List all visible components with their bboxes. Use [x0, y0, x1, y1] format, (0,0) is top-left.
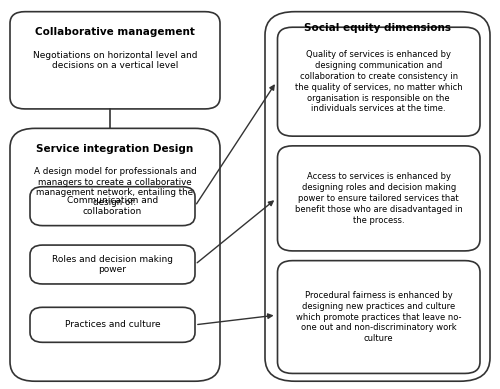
FancyBboxPatch shape [278, 261, 480, 373]
Text: culture: culture [364, 334, 394, 343]
Text: Negotiations on horizontal level and
decisions on a vertical level: Negotiations on horizontal level and dec… [32, 51, 197, 70]
Text: Practices and culture: Practices and culture [64, 320, 160, 329]
Text: Roles and decision making
power: Roles and decision making power [52, 255, 173, 274]
FancyBboxPatch shape [10, 128, 220, 381]
FancyBboxPatch shape [10, 12, 220, 109]
Text: power to ensure tailored services that: power to ensure tailored services that [298, 194, 459, 203]
Text: designing new practices and culture: designing new practices and culture [302, 301, 456, 311]
FancyBboxPatch shape [265, 12, 490, 381]
Text: designing communication and: designing communication and [315, 61, 442, 70]
Text: which promote practices that leave no-: which promote practices that leave no- [296, 312, 462, 322]
Text: collaboration to create consistency in: collaboration to create consistency in [300, 72, 458, 81]
FancyBboxPatch shape [278, 146, 480, 251]
Text: benefit those who are disadvantaged in: benefit those who are disadvantaged in [295, 205, 462, 214]
Text: Access to services is enhanced by: Access to services is enhanced by [307, 172, 451, 181]
Text: the quality of services, no matter which: the quality of services, no matter which [295, 82, 462, 92]
FancyBboxPatch shape [278, 27, 480, 136]
Text: organisation is responsible on the: organisation is responsible on the [308, 93, 450, 103]
Text: individuals services at the time.: individuals services at the time. [312, 104, 446, 114]
Text: A design model for professionals and
managers to create a collaborative
manageme: A design model for professionals and man… [34, 167, 196, 207]
FancyBboxPatch shape [30, 187, 195, 226]
Text: Collaborative management: Collaborative management [35, 27, 195, 37]
FancyBboxPatch shape [30, 245, 195, 284]
Text: Communication and
collaboration: Communication and collaboration [67, 196, 158, 216]
Text: the process.: the process. [353, 216, 405, 225]
Text: Social equity dimensions: Social equity dimensions [304, 23, 451, 33]
Text: designing roles and decision making: designing roles and decision making [302, 183, 456, 192]
Text: Service integration Design: Service integration Design [36, 144, 194, 154]
Text: Procedural fairness is enhanced by: Procedural fairness is enhanced by [305, 291, 452, 300]
Text: Quality of services is enhanced by: Quality of services is enhanced by [306, 50, 452, 59]
Text: one out and non-discriminatory work: one out and non-discriminatory work [301, 323, 456, 333]
FancyBboxPatch shape [30, 307, 195, 342]
